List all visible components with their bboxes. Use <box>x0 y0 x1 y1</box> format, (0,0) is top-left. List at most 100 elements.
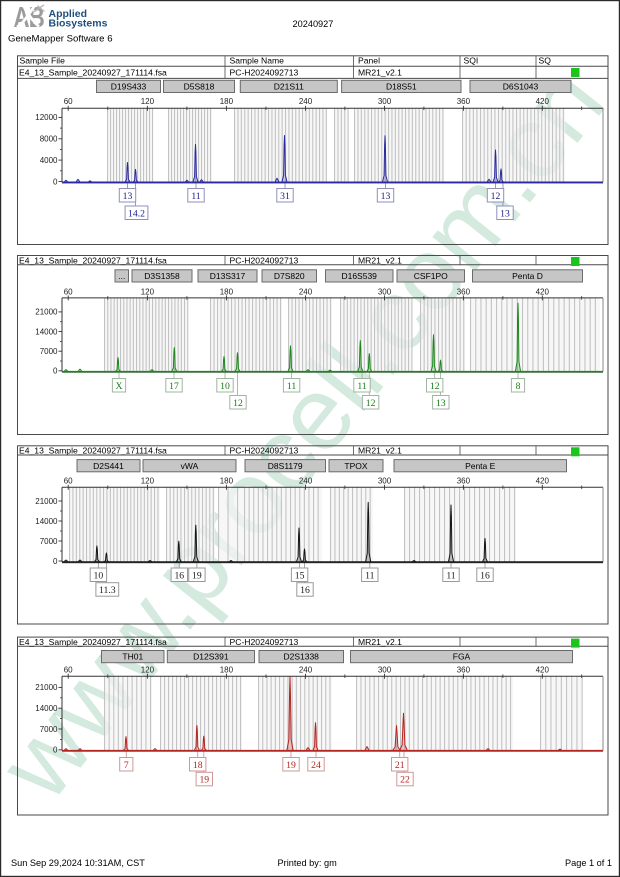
svg-text:60: 60 <box>64 288 73 297</box>
svg-text:11: 11 <box>446 570 455 581</box>
svg-text:PC-H2024092713: PC-H2024092713 <box>230 255 299 265</box>
svg-text:Applied: Applied <box>49 8 88 20</box>
svg-text:11: 11 <box>357 381 366 392</box>
svg-text:15: 15 <box>295 570 305 581</box>
svg-text:420: 420 <box>536 665 550 674</box>
svg-text:MR21_v2.1: MR21_v2.1 <box>358 255 402 265</box>
svg-text:13: 13 <box>381 191 391 202</box>
svg-text:4000: 4000 <box>40 156 58 165</box>
svg-text:TH01: TH01 <box>122 652 143 662</box>
svg-text:120: 120 <box>141 288 155 297</box>
svg-text:12: 12 <box>366 398 376 409</box>
svg-text:180: 180 <box>220 288 234 297</box>
svg-text:D3S1358: D3S1358 <box>144 271 180 281</box>
svg-text:0: 0 <box>53 557 58 566</box>
svg-text:Printed by: gm: Printed by: gm <box>278 858 338 868</box>
svg-text:D8S1179: D8S1179 <box>268 461 303 471</box>
svg-text:D13S317: D13S317 <box>210 271 246 281</box>
svg-text:Penta D: Penta D <box>512 271 543 281</box>
svg-text:X: X <box>116 381 123 392</box>
svg-text:E4_13_Sample_20240927_171114.f: E4_13_Sample_20240927_171114.fsa <box>19 255 167 265</box>
svg-text:20240927: 20240927 <box>293 19 334 29</box>
svg-text:240: 240 <box>299 97 313 106</box>
svg-text:16: 16 <box>174 570 184 581</box>
svg-text:TPOX: TPOX <box>344 461 367 471</box>
svg-text:D6S1043: D6S1043 <box>503 82 539 92</box>
svg-text:180: 180 <box>220 97 234 106</box>
svg-text:360: 360 <box>457 288 471 297</box>
svg-text:D21S11: D21S11 <box>274 82 304 92</box>
svg-text:13: 13 <box>436 398 446 409</box>
svg-text:PC-H2024092713: PC-H2024092713 <box>230 68 299 78</box>
svg-text:7000: 7000 <box>40 537 58 546</box>
svg-text:13: 13 <box>123 191 133 202</box>
svg-text:Panel: Panel <box>358 56 380 66</box>
svg-text:FGA: FGA <box>453 652 471 662</box>
svg-text:PC-H2024092713: PC-H2024092713 <box>230 446 299 456</box>
svg-text:MR21_v2.1: MR21_v2.1 <box>358 68 402 78</box>
svg-text:12: 12 <box>233 398 243 409</box>
svg-text:21000: 21000 <box>35 308 58 317</box>
svg-text:D18S51: D18S51 <box>386 82 417 92</box>
svg-text:21000: 21000 <box>35 497 58 506</box>
svg-text:D5S818: D5S818 <box>184 82 215 92</box>
svg-text:D2S441: D2S441 <box>93 461 124 471</box>
svg-text:300: 300 <box>378 288 392 297</box>
svg-text:120: 120 <box>141 97 155 106</box>
svg-text:12: 12 <box>430 381 440 392</box>
svg-text:8000: 8000 <box>40 135 58 144</box>
svg-text:21: 21 <box>395 760 405 771</box>
svg-text:E4_13_Sample_20240927_171114.f: E4_13_Sample_20240927_171114.fsa <box>19 68 167 78</box>
svg-text:60: 60 <box>64 97 73 106</box>
svg-text:CSF1PO: CSF1PO <box>414 271 448 281</box>
svg-text:7000: 7000 <box>40 347 58 356</box>
svg-text:D19S433: D19S433 <box>111 82 147 92</box>
svg-text:60: 60 <box>64 665 73 674</box>
svg-text:7000: 7000 <box>40 725 58 734</box>
svg-text:360: 360 <box>457 665 471 674</box>
svg-text:0: 0 <box>53 367 58 376</box>
svg-text:D16S539: D16S539 <box>341 271 377 281</box>
svg-text:240: 240 <box>299 288 313 297</box>
svg-text:vWA: vWA <box>181 461 199 471</box>
svg-text:240: 240 <box>299 665 313 674</box>
svg-text:180: 180 <box>220 665 234 674</box>
svg-text:19: 19 <box>192 570 202 581</box>
svg-text:8: 8 <box>516 381 521 392</box>
svg-text:420: 420 <box>536 97 550 106</box>
svg-text:16: 16 <box>480 570 490 581</box>
svg-text:11.3: 11.3 <box>99 585 116 596</box>
svg-text:D2S1338: D2S1338 <box>283 652 319 662</box>
svg-text:16: 16 <box>300 585 310 596</box>
svg-text:300: 300 <box>378 477 392 486</box>
svg-text:13: 13 <box>500 208 510 219</box>
svg-text:14.2: 14.2 <box>128 208 145 219</box>
svg-text:Page 1 of 1: Page 1 of 1 <box>565 858 612 868</box>
svg-text:300: 300 <box>378 97 392 106</box>
svg-text:19: 19 <box>199 775 209 786</box>
svg-text:11: 11 <box>365 570 374 581</box>
svg-text:...: ... <box>118 271 125 281</box>
svg-text:24: 24 <box>311 760 321 771</box>
svg-text:300: 300 <box>378 665 392 674</box>
svg-text:Sample Name: Sample Name <box>230 56 285 66</box>
svg-text:11: 11 <box>191 191 200 202</box>
svg-text:360: 360 <box>457 97 471 106</box>
svg-text:SQ: SQ <box>539 56 552 66</box>
svg-text:31: 31 <box>280 191 290 202</box>
svg-text:19: 19 <box>286 760 296 771</box>
svg-text:120: 120 <box>141 665 155 674</box>
svg-text:420: 420 <box>536 288 550 297</box>
svg-text:14000: 14000 <box>35 327 58 336</box>
svg-text:10: 10 <box>220 381 230 392</box>
svg-text:0: 0 <box>53 177 58 186</box>
svg-text:12: 12 <box>491 191 501 202</box>
svg-text:180: 180 <box>220 477 234 486</box>
svg-text:14000: 14000 <box>35 517 58 526</box>
svg-text:21000: 21000 <box>35 683 58 692</box>
svg-text:18: 18 <box>193 760 203 771</box>
svg-text:E4_13_Sample_20240927_171114.f: E4_13_Sample_20240927_171114.fsa <box>19 446 167 456</box>
svg-text:0: 0 <box>53 746 58 755</box>
svg-text:7: 7 <box>124 760 129 771</box>
svg-text:17: 17 <box>169 381 179 392</box>
